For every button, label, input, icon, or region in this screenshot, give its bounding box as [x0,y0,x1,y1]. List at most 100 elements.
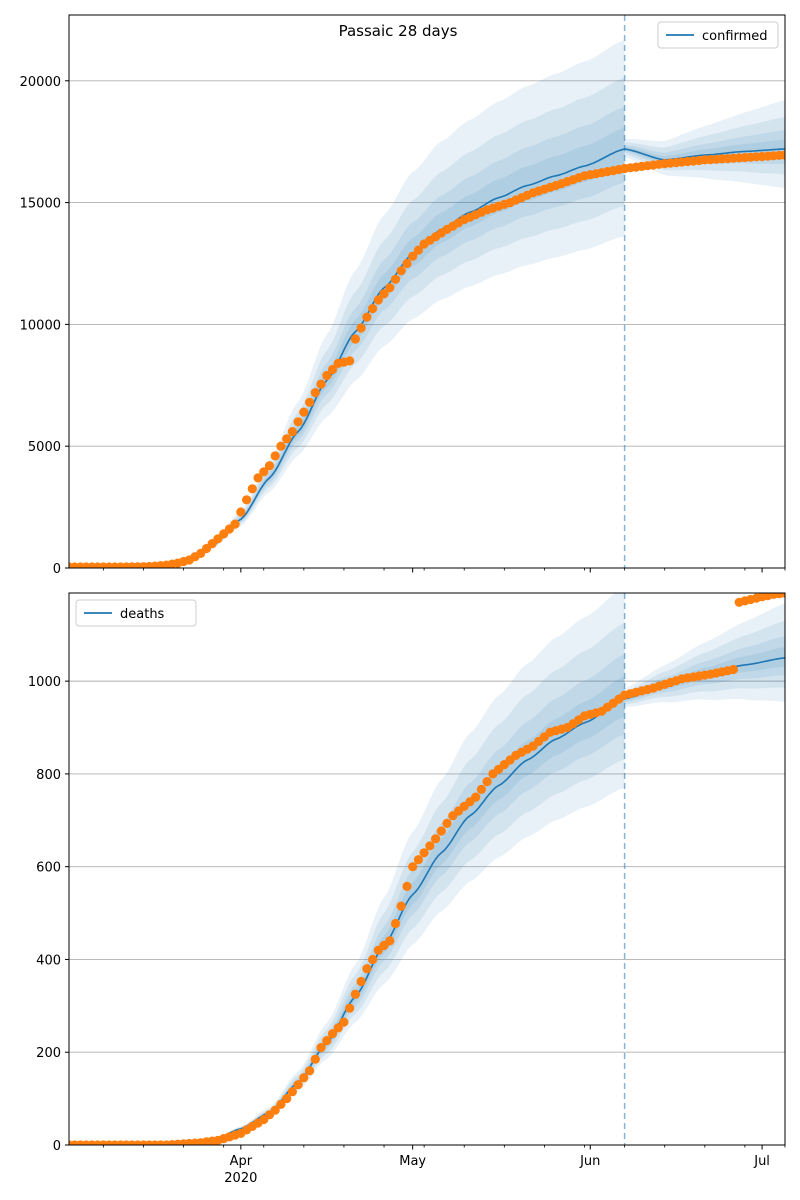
observed-point [242,495,252,505]
observed-point [282,1094,292,1104]
observed-points [69,150,785,568]
deaths-panel: 0 200 400 600 800 1000 Apr 2020 May Jun Jul deaths [28,592,786,1186]
uncertainty-band [69,77,625,568]
observed-point [431,834,441,844]
x-tick-label: May [399,1154,426,1169]
observed-point [373,295,383,305]
uncertainty-band [69,676,625,1145]
legend-box [75,599,197,627]
observed-point [368,954,378,965]
observed-point [413,245,423,255]
observed-point [316,379,326,389]
observed-point [230,519,240,529]
observed-point [396,266,406,276]
y-tick-label: 600 [36,861,61,876]
observed-point [482,777,492,787]
observed-point [402,258,412,269]
observed-point [408,251,418,261]
observed-point [396,901,406,911]
observed-point [322,1036,332,1046]
legend-label: confirmed [702,29,768,44]
uncertainty-bands [69,593,785,1145]
observed-point [379,289,389,299]
observed-point [287,1087,297,1097]
observed-point [385,283,395,293]
observed-point [390,918,401,929]
uncertainty-band [69,107,625,568]
observed-point [322,370,332,381]
observed-point [345,1003,355,1013]
observed-point [310,388,320,398]
observed-point [780,593,785,598]
observed-point [264,461,275,471]
observed-point [333,1023,343,1033]
uncertainty-band [69,593,625,1145]
observed-point [728,664,739,675]
observed-point [408,862,418,872]
observed-point [471,792,481,802]
observed-point [350,989,360,999]
observed-point [259,467,269,477]
observed-point [247,484,257,494]
observed-point [362,312,372,322]
observed-point [362,964,372,974]
observed-point [402,881,412,892]
observed-point [293,417,303,427]
observed-point [780,150,785,160]
y-tick-label: 20000 [20,75,61,90]
observed-point [385,936,395,946]
legend: deaths [75,599,197,627]
observed-point [413,855,423,865]
y-tick-label: 200 [36,1046,61,1061]
observed-point [276,441,286,451]
observed-point [436,826,446,836]
axes-frame [68,14,786,569]
x-tick-label: Jun [579,1154,600,1169]
observed-point [327,1029,338,1039]
y-tick-label: 1000 [28,675,61,690]
observed-point [282,434,292,444]
x-tick-label: Apr [230,1154,253,1169]
observed-point [356,976,366,987]
y-tick-label: 0 [53,562,61,577]
y-tick-label: 5000 [28,440,61,455]
y-tick-label: 10000 [20,318,61,333]
observed-point [287,427,297,437]
observed-point [339,1017,349,1027]
x-tick-label: Jul [753,1154,770,1169]
y-tick-label: 0 [53,1139,61,1154]
observed-point [390,274,401,284]
observed-point [299,407,309,417]
observed-point [253,473,263,483]
legend-label: deaths [120,607,165,622]
observed-point [305,397,315,407]
observed-point [236,507,246,517]
observed-point [419,848,429,858]
uncertainty-band [69,128,625,568]
figure-title: Passaic 28 days [339,22,458,40]
observed-points [69,593,785,1145]
observed-point [327,364,338,375]
observed-point [442,818,452,829]
uncertainty-bands [69,40,785,568]
observed-point [350,334,360,344]
observed-point [299,1073,309,1083]
observed-point [316,1043,326,1053]
legend-box [657,21,779,49]
uncertainty-band [69,40,625,568]
uncertainty-band [69,622,625,1145]
observed-point [345,356,355,366]
y-tick-label: 800 [36,768,61,783]
observed-point [310,1054,320,1064]
x-tick-sublabel: 2020 [224,1171,257,1186]
y-tick-label: 400 [36,953,61,968]
uncertainty-band [69,654,625,1145]
observed-point [305,1066,315,1076]
axes-frame [68,592,786,1146]
observed-point [425,841,435,851]
observed-point [368,304,378,314]
observed-point [293,1080,303,1090]
observed-point [356,323,366,333]
observed-point [476,784,486,795]
